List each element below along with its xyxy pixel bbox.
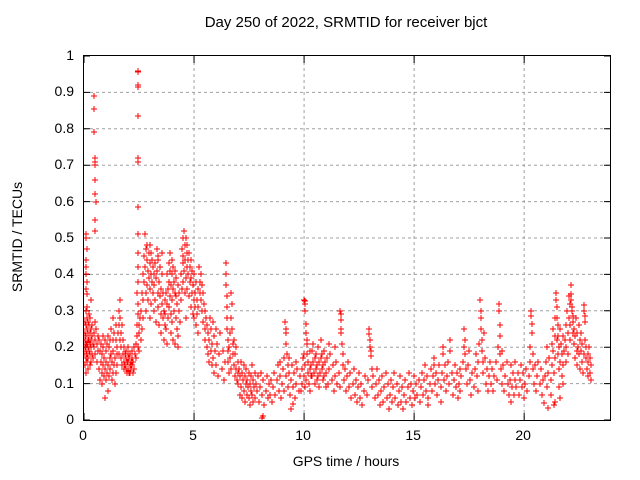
chart-title: Day 250 of 2022, SRMTID for receiver bjc… xyxy=(204,14,488,31)
y-tick-label: 0.1 xyxy=(54,374,74,391)
gridlines xyxy=(84,56,610,420)
x-tick-label: 5 xyxy=(189,427,197,443)
x-axis-label: GPS time / hours xyxy=(292,453,400,469)
y-tick-label: 0.8 xyxy=(54,119,74,136)
y-tick-label: 0.9 xyxy=(54,83,74,100)
scatter-points xyxy=(84,68,594,420)
x-tick-label: 20 xyxy=(515,427,531,443)
y-tick-label: 0.6 xyxy=(54,192,74,209)
y-tick-label: 0.3 xyxy=(54,301,74,318)
x-tick-label: 0 xyxy=(79,427,87,443)
y-tick-label: 0.4 xyxy=(54,265,74,282)
plot-canvas xyxy=(84,56,610,420)
x-tick-label: 10 xyxy=(295,427,311,443)
y-tick-label: 0.2 xyxy=(54,338,74,355)
y-tick-label: 1 xyxy=(66,47,74,63)
plot-area xyxy=(83,55,611,421)
y-tick-label: 0.5 xyxy=(54,229,74,245)
y-tick-label: 0 xyxy=(66,411,74,427)
y-tick-label: 0.7 xyxy=(54,156,74,173)
x-tick-label: 15 xyxy=(405,427,421,443)
